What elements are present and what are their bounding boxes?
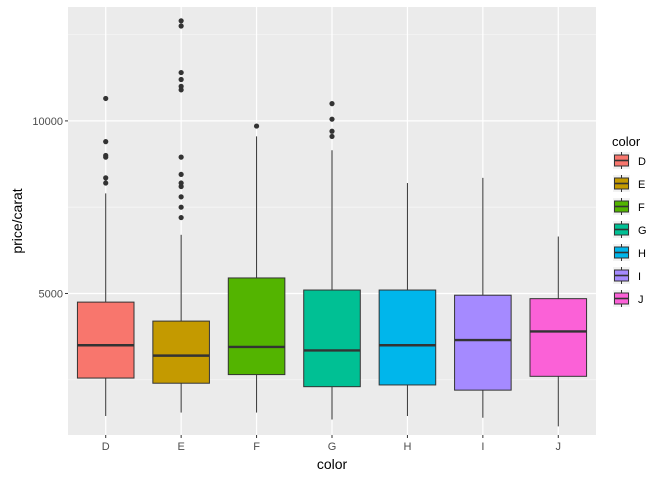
outlier-point: [178, 154, 184, 160]
x-tick-label: E: [177, 441, 184, 453]
legend-key-H: [613, 244, 630, 261]
legend-title: color: [612, 134, 641, 149]
y-axis-title: price/carat: [9, 188, 25, 253]
legend-label: H: [638, 248, 646, 260]
box-body: [152, 320, 210, 384]
legend-key-D: [613, 152, 630, 169]
x-axis: D E F G H I J: [102, 435, 561, 453]
outlier-point: [178, 204, 184, 210]
box-E: [152, 18, 210, 413]
legend-label: E: [638, 179, 645, 191]
legend-key-F: [613, 198, 630, 215]
outlier-point: [329, 133, 335, 140]
legend-label: G: [638, 225, 647, 237]
legend-label: F: [638, 202, 645, 214]
outlier-point: [329, 128, 335, 134]
legend-key-G: [613, 221, 630, 238]
outlier-point: [178, 214, 184, 221]
box-body: [529, 298, 588, 377]
outlier-point: [103, 139, 109, 145]
x-tick-label: F: [253, 441, 260, 453]
legend-key-I: [613, 267, 630, 284]
legend-key-J: [613, 290, 630, 307]
outlier-point: [178, 171, 184, 178]
outlier-point: [178, 180, 184, 186]
x-tick-label: G: [328, 441, 337, 453]
box-J: [529, 236, 588, 427]
box-D: [76, 95, 135, 417]
box-body: [76, 301, 135, 379]
box-body: [454, 294, 512, 391]
outlier-point: [253, 123, 260, 129]
outlier-point: [178, 23, 184, 29]
box-body: [378, 289, 437, 386]
outlier-point: [329, 101, 335, 107]
box-F: [227, 123, 286, 413]
x-tick-label: J: [556, 441, 562, 453]
box-G: [303, 101, 361, 420]
legend-label: I: [638, 271, 641, 283]
outlier-point: [178, 18, 184, 24]
outlier-point: [178, 76, 184, 83]
x-tick-label: I: [481, 441, 484, 453]
box-H: [378, 183, 437, 417]
boxes: [76, 18, 588, 427]
x-axis-title: color: [317, 456, 348, 472]
x-tick-label: H: [403, 441, 411, 453]
box-body: [303, 289, 361, 388]
outlier-point: [329, 116, 335, 122]
y-tick-label: 10000: [32, 116, 63, 128]
legend-label: J: [638, 294, 644, 306]
legend-key-E: [613, 175, 630, 192]
legend-label: D: [638, 156, 646, 168]
box-I: [454, 177, 512, 418]
outlier-point: [103, 180, 109, 186]
outlier-point: [103, 95, 109, 102]
box-body: [227, 277, 286, 376]
outlier-point: [178, 194, 184, 200]
outlier-point: [178, 69, 184, 76]
outlier-point: [178, 83, 184, 89]
x-tick-label: D: [102, 441, 110, 453]
y-axis: 5000 10000: [32, 116, 68, 300]
y-tick-label: 5000: [39, 288, 63, 300]
outlier-point: [103, 152, 109, 159]
outlier-point: [103, 175, 109, 181]
